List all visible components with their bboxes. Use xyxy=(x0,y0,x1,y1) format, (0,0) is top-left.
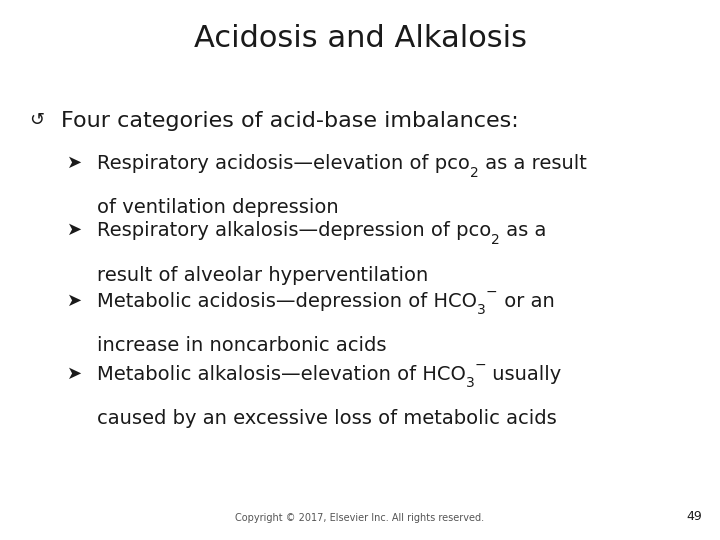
Text: 3: 3 xyxy=(466,376,474,390)
Text: ➤: ➤ xyxy=(67,364,82,382)
Text: increase in noncarbonic acids: increase in noncarbonic acids xyxy=(97,336,387,355)
Text: of ventilation depression: of ventilation depression xyxy=(97,198,339,217)
Text: 2: 2 xyxy=(470,166,479,180)
Text: Respiratory alkalosis—depression of pco: Respiratory alkalosis—depression of pco xyxy=(97,221,492,240)
Text: ➤: ➤ xyxy=(67,154,82,172)
Text: as a: as a xyxy=(500,221,546,240)
Text: 2: 2 xyxy=(492,233,500,247)
Text: ➤: ➤ xyxy=(67,292,82,309)
Text: as a result: as a result xyxy=(479,154,587,173)
Text: Four categories of acid-base imbalances:: Four categories of acid-base imbalances: xyxy=(61,111,519,131)
Text: Acidosis and Alkalosis: Acidosis and Alkalosis xyxy=(194,24,526,53)
Text: or an: or an xyxy=(498,292,554,310)
Text: 49: 49 xyxy=(686,510,702,523)
Text: result of alveolar hyperventilation: result of alveolar hyperventilation xyxy=(97,266,428,285)
Text: Metabolic alkalosis—elevation of HCO: Metabolic alkalosis—elevation of HCO xyxy=(97,364,466,383)
Text: ➤: ➤ xyxy=(67,221,82,239)
Text: −: − xyxy=(474,358,487,372)
Text: usually: usually xyxy=(487,364,562,383)
Text: −: − xyxy=(486,285,498,299)
Text: Copyright © 2017, Elsevier Inc. All rights reserved.: Copyright © 2017, Elsevier Inc. All righ… xyxy=(235,512,485,523)
Text: Metabolic acidosis—depression of HCO: Metabolic acidosis—depression of HCO xyxy=(97,292,477,310)
Text: Respiratory acidosis—elevation of pco: Respiratory acidosis—elevation of pco xyxy=(97,154,470,173)
Text: 3: 3 xyxy=(477,303,486,318)
Text: caused by an excessive loss of metabolic acids: caused by an excessive loss of metabolic… xyxy=(97,409,557,428)
Text: ↺: ↺ xyxy=(29,111,44,129)
